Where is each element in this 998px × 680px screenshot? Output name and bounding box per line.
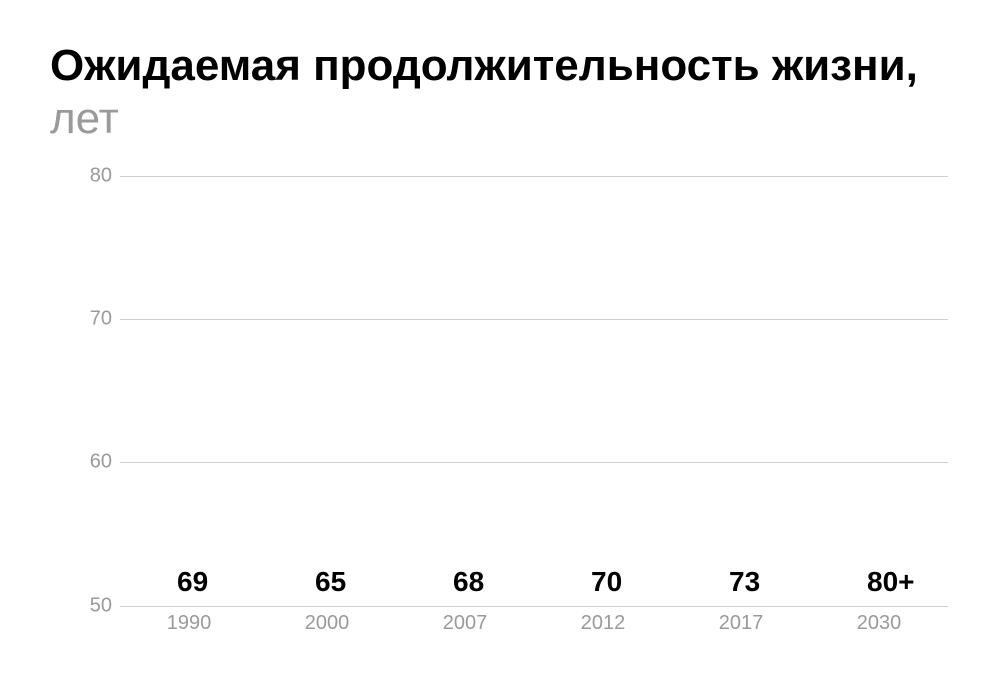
chart-title-light: лет: [50, 94, 119, 143]
y-tick-label: 80: [90, 164, 112, 187]
y-tick-label: 60: [90, 451, 112, 474]
chart-title-bold: Ожидаемая продолжительность жизни,: [50, 41, 918, 90]
bar-value-label: 80+: [867, 566, 915, 598]
plot-area: 69 65 68 70 73 80+: [120, 176, 948, 606]
y-tick-label: 50: [90, 594, 112, 617]
x-tick-label: 2017: [672, 606, 810, 636]
x-tick-label: 2000: [258, 606, 396, 636]
x-tick-label: 2007: [396, 606, 534, 636]
bars-container: 69 65 68 70 73 80+: [120, 176, 948, 606]
bar-value-label: 69: [177, 566, 208, 598]
bar-value-label: 70: [591, 566, 622, 598]
chart-container: Ожидаемая продолжительность жизни, лет 8…: [0, 0, 998, 676]
bar-value-label: 65: [315, 566, 346, 598]
x-axis: 199020002007201220172030: [120, 606, 948, 636]
x-tick-label: 2012: [534, 606, 672, 636]
chart-area: 80 70 60 50 696568707380+ 19902000200720…: [80, 176, 948, 636]
y-tick-label: 70: [90, 307, 112, 330]
bar-value-label: 68: [453, 566, 484, 598]
x-tick-label: 2030: [810, 606, 948, 636]
bar-value-label: 73: [729, 566, 760, 598]
x-tick-label: 1990: [120, 606, 258, 636]
y-axis: 80 70 60 50: [80, 176, 120, 606]
chart-title: Ожидаемая продолжительность жизни, лет: [50, 40, 948, 146]
